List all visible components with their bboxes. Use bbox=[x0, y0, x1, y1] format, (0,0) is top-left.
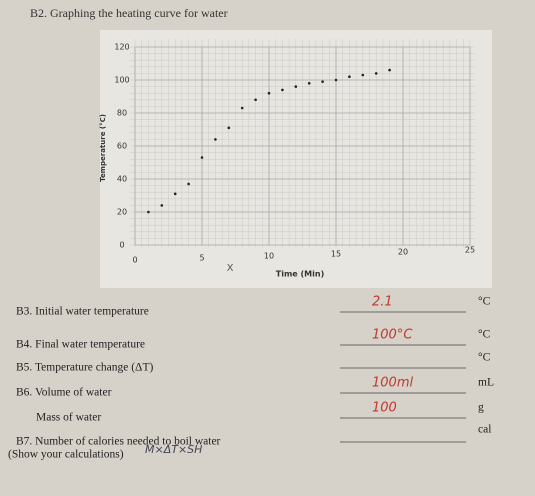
data-point bbox=[267, 91, 271, 95]
y-tick-label: 120 bbox=[114, 43, 129, 52]
data-point bbox=[187, 182, 190, 186]
question-label: B4. Final water temperature bbox=[16, 339, 145, 351]
handwritten-answer: 100°C bbox=[372, 328, 413, 343]
data-point bbox=[348, 75, 351, 78]
unit: °C bbox=[478, 352, 491, 364]
handwritten-answer: M×ΔT×SH bbox=[145, 443, 202, 456]
unit: mL bbox=[478, 377, 494, 389]
unit: cal bbox=[478, 424, 491, 436]
data-point bbox=[200, 156, 204, 159]
plot: 0 20 40 60 80 100 120 0 5 10 15 20 25 Time (Min) Tempe… bbox=[99, 39, 475, 279]
questions: B3. Initial water temperature 2.1 °C B4. Fi… bbox=[8, 295, 494, 461]
y-tick-label: 40 bbox=[117, 175, 127, 184]
x-tick-label: 10 bbox=[264, 252, 274, 261]
unit: °C bbox=[478, 329, 491, 341]
data-point bbox=[147, 210, 150, 214]
question-label: Mass of water bbox=[36, 412, 101, 424]
question-label: B3. Initial water temperature bbox=[16, 306, 149, 318]
x-tick-label: 15 bbox=[331, 250, 341, 259]
data-point bbox=[214, 138, 217, 141]
question-label: B6. Volume of water bbox=[16, 387, 112, 399]
y-axis-label: Temperature (°C) bbox=[99, 114, 107, 182]
handwritten-answer: 100 bbox=[372, 401, 397, 416]
handwritten-answer: 100ml bbox=[372, 376, 413, 391]
annotation: X bbox=[227, 263, 234, 274]
y-tick-label: 60 bbox=[117, 142, 127, 151]
x-tick-label: 5 bbox=[199, 254, 204, 263]
y-tick-label: 80 bbox=[117, 109, 127, 118]
data-point bbox=[321, 80, 324, 83]
y-tick-label: 20 bbox=[117, 208, 127, 217]
x-tick-label: 0 bbox=[132, 256, 137, 265]
note: (Show your calculations) bbox=[8, 449, 124, 461]
y-tick-label: 100 bbox=[114, 76, 129, 85]
data-point bbox=[254, 98, 257, 102]
data-point bbox=[388, 68, 391, 72]
data-point bbox=[334, 78, 338, 82]
question-label: B5. Temperature change (ΔT) bbox=[16, 362, 153, 374]
data-point bbox=[281, 88, 284, 92]
data-point bbox=[160, 204, 164, 207]
data-point bbox=[227, 126, 231, 130]
data-point bbox=[240, 106, 244, 110]
unit: °C bbox=[478, 296, 491, 308]
y-tick-label: 0 bbox=[119, 241, 124, 250]
title: B2. Graphing the heating curve for water bbox=[30, 6, 228, 20]
x-tick-label: 20 bbox=[398, 248, 408, 257]
data-point bbox=[307, 82, 311, 85]
handwritten-answer: 2.1 bbox=[372, 295, 393, 310]
data-point bbox=[173, 192, 177, 196]
x-axis-label: Time (Min) bbox=[276, 270, 324, 279]
x-tick-label: 25 bbox=[465, 246, 475, 255]
data-point bbox=[294, 85, 298, 88]
unit: g bbox=[478, 402, 484, 414]
data-point bbox=[361, 73, 365, 77]
question-label: B7. Number of calories needed to boil wa… bbox=[16, 436, 221, 448]
data-point bbox=[374, 72, 378, 75]
